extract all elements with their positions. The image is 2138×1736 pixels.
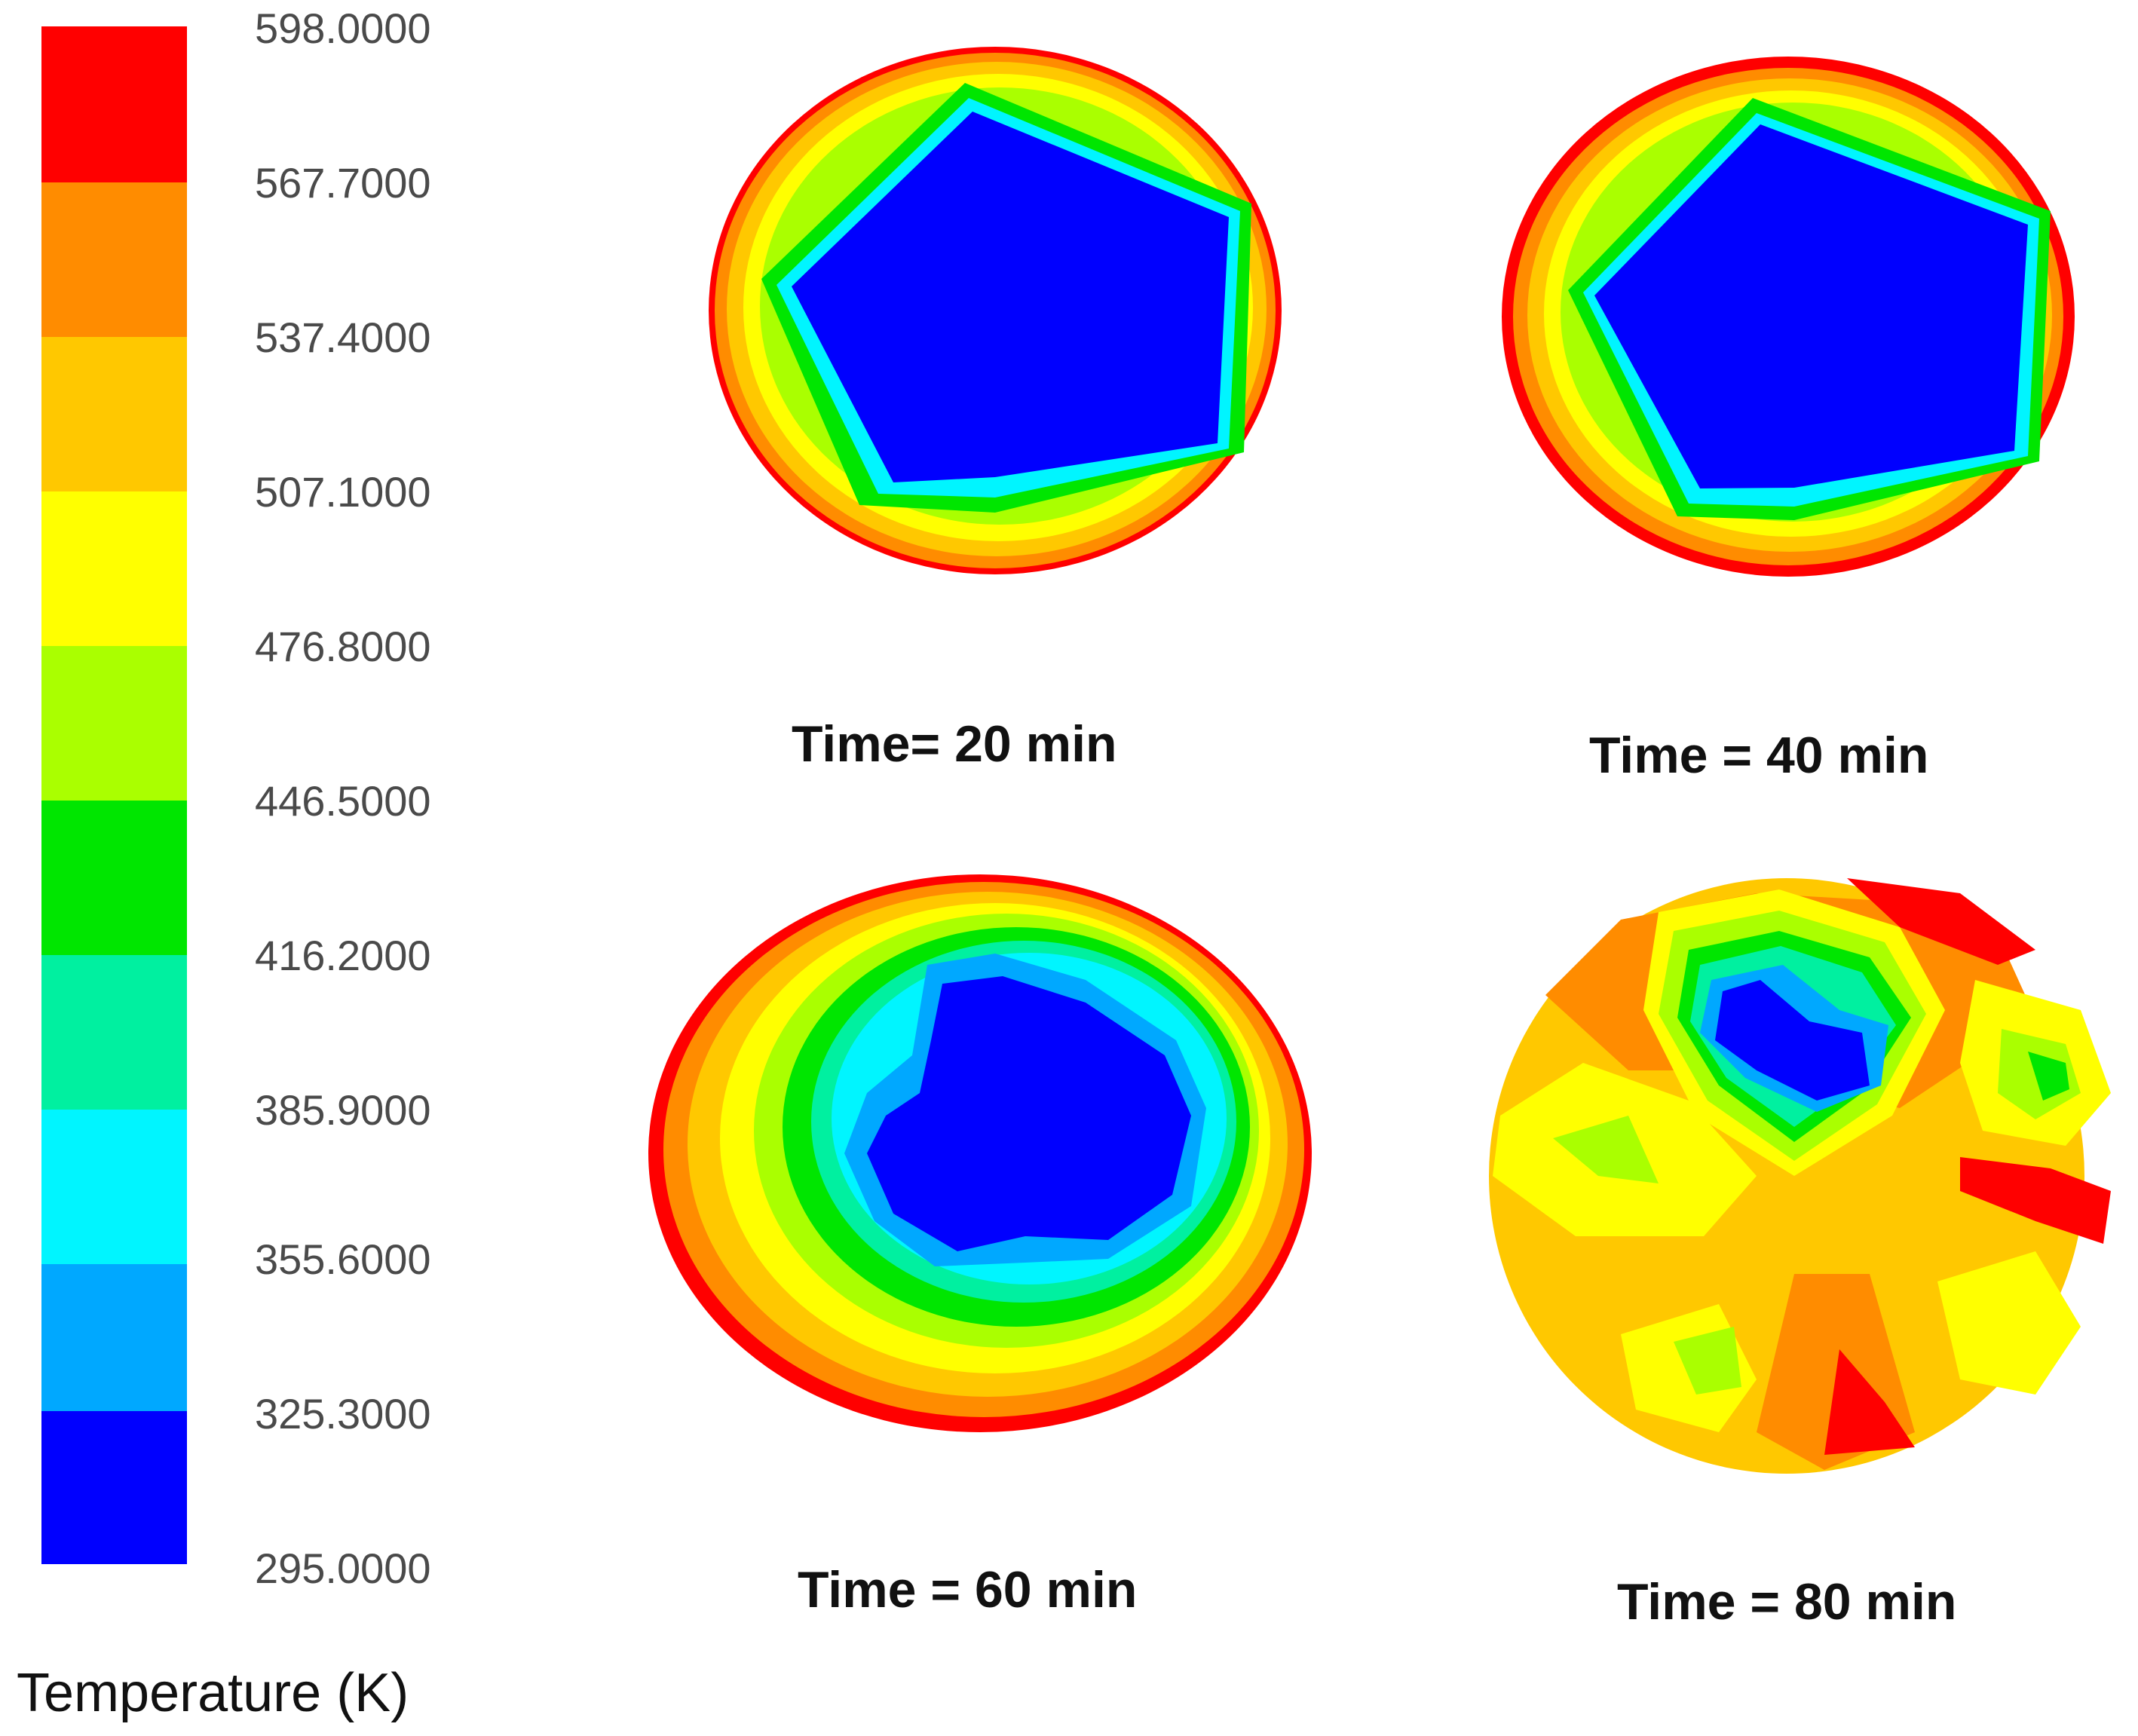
contour-panel-20min [709,47,1282,574]
colorbar-title: Temperature (K) [17,1663,409,1723]
contour-band [1937,1251,2081,1395]
contour-band [1674,1327,1741,1395]
contour-panel-40min [1502,57,2075,577]
tick-label: 295.0000 [255,1545,431,1592]
panel-caption: Time = 80 min [1617,1573,1956,1630]
tick-label: 446.5000 [255,777,431,825]
colorbar-band-1 [41,26,187,182]
colorbar-band-2 [41,182,187,337]
tick-label: 476.8000 [255,623,431,670]
contour-band [792,112,1229,482]
tick-label: 416.2000 [255,932,431,979]
contour-band [1553,1116,1659,1183]
panel-caption: Time = 60 min [798,1561,1137,1618]
colorbar-band-4 [41,491,187,646]
tick-label: 598.0000 [255,5,431,52]
contour-band [2028,1052,2069,1101]
tick-label: 385.9000 [255,1086,431,1134]
colorbar-band-7 [41,955,187,1110]
colorbar [41,26,187,1564]
contour-panel-60min [648,874,1312,1432]
colorbar-band-6 [41,801,187,955]
colorbar-ticks: 598.0000 567.7000 537.4000 507.1000 476.… [255,5,431,1592]
tick-label: 567.7000 [255,159,431,207]
contour-band [1594,124,2028,488]
tick-label: 325.3000 [255,1390,431,1437]
colorbar-band-3 [41,337,187,491]
colorbar-band-10 [41,1411,187,1564]
colorbar-band-8 [41,1110,187,1264]
contour-band [1715,980,1870,1101]
tick-label: 355.6000 [255,1235,431,1283]
contour-band [1847,878,2035,965]
contour-panel-80min [1489,878,2111,1474]
contour-band [1824,1349,1915,1455]
contour-band [1960,1157,2111,1244]
tick-label: 537.4000 [255,314,431,361]
tick-label: 507.1000 [255,468,431,516]
panel-caption: Time = 40 min [1589,727,1928,784]
panel-caption: Time= 20 min [792,715,1117,773]
contour-band [867,976,1191,1251]
colorbar-band-5 [41,646,187,801]
colorbar-band-9 [41,1264,187,1411]
